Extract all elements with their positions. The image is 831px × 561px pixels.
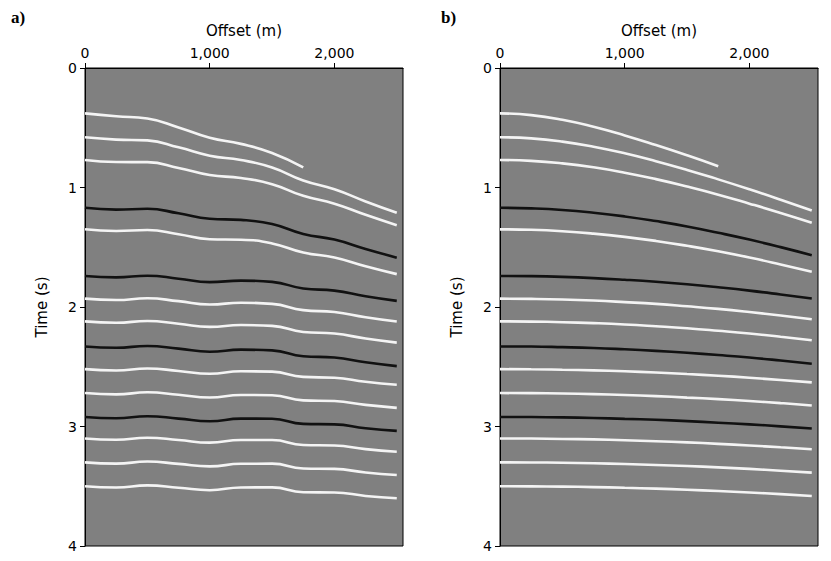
svg-text:0: 0 bbox=[81, 45, 90, 61]
svg-text:1: 1 bbox=[68, 180, 77, 196]
svg-text:0: 0 bbox=[483, 60, 492, 76]
svg-text:Time (s): Time (s) bbox=[33, 277, 51, 339]
svg-text:4: 4 bbox=[68, 538, 77, 554]
svg-text:1,000: 1,000 bbox=[605, 45, 645, 61]
svg-text:3: 3 bbox=[68, 419, 77, 435]
svg-text:0: 0 bbox=[496, 45, 505, 61]
svg-text:2: 2 bbox=[68, 299, 77, 315]
svg-text:1: 1 bbox=[483, 180, 492, 196]
svg-text:0: 0 bbox=[68, 60, 77, 76]
svg-text:4: 4 bbox=[483, 538, 492, 554]
svg-text:2: 2 bbox=[483, 299, 492, 315]
svg-text:1,000: 1,000 bbox=[190, 45, 230, 61]
svg-text:Offset (m): Offset (m) bbox=[621, 22, 697, 40]
svg-text:Time (s): Time (s) bbox=[448, 277, 466, 339]
svg-text:b): b) bbox=[441, 8, 456, 27]
svg-text:3: 3 bbox=[483, 419, 492, 435]
svg-text:2,000: 2,000 bbox=[729, 45, 769, 61]
svg-text:2,000: 2,000 bbox=[314, 45, 354, 61]
svg-text:a): a) bbox=[11, 8, 25, 27]
svg-text:Offset (m): Offset (m) bbox=[206, 22, 282, 40]
